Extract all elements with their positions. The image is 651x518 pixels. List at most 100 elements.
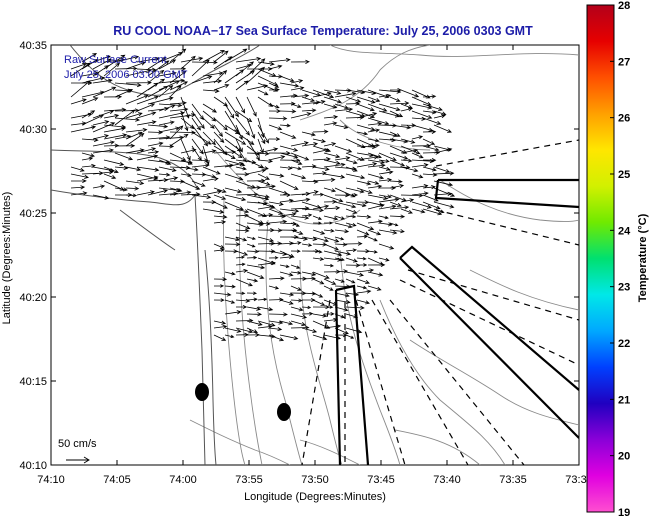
current-vector-arrow [147,150,160,155]
current-vector-arrow [367,117,390,126]
current-vector-arrow [367,96,381,102]
current-vector-arrow [279,152,299,159]
current-vector-arrow [312,221,322,225]
current-vector-arrow [378,177,393,183]
current-vector-arrow [345,152,365,161]
current-vector-arrow [224,187,243,194]
current-vector-arrow [400,198,415,203]
scale-arrow [66,456,90,464]
current-vector-arrow [302,297,316,303]
current-vector-arrow [345,257,358,263]
current-vector-arrow [70,80,91,98]
current-vector-arrow [400,145,421,155]
current-vector-arrow [312,215,323,220]
current-vector-arrow [257,124,269,144]
current-vector-arrow [301,311,314,316]
current-vector-arrow [235,117,250,136]
current-vector-arrow [356,110,375,119]
current-vector-arrow [433,166,451,173]
current-vector-arrow [246,312,263,317]
current-vector-arrow [169,85,182,98]
current-vector-arrow [367,121,383,126]
current-vector-arrow [257,89,269,96]
current-vector-arrow [81,53,97,63]
current-vector-arrow [246,66,265,84]
current-vector-arrow [136,166,160,172]
current-vector-arrow [312,250,323,254]
current-vector-arrow [367,180,380,185]
colorbar-tick-label: 25 [618,169,630,181]
current-vector-arrow [323,215,339,221]
current-vector-arrow [268,297,284,302]
current-vector-arrow [378,137,397,143]
inset-line-1: Raw Surface Current [64,54,167,66]
current-vector-arrow [356,124,376,131]
current-vector-arrow [389,131,401,137]
current-vector-arrow [422,117,442,125]
current-vector-arrow [169,100,187,106]
current-vector-arrow [257,194,270,199]
current-vector-arrow [268,82,280,88]
current-vector-arrow [345,241,363,246]
y-tick-label: 40:20 [19,292,47,304]
current-vector-arrow [378,215,389,220]
current-vector-arrow [411,191,429,196]
current-vector-arrow [312,91,332,98]
current-vector-arrow [235,131,255,145]
current-vector-arrow [114,66,138,71]
current-vector-arrow [246,255,258,260]
current-vector-arrow [268,241,283,246]
current-vector-arrow [268,201,284,206]
current-vector-arrow [158,159,172,165]
current-vector-arrow [246,168,267,175]
current-vector-arrow [169,190,192,196]
x-tick-label: 73:3 [565,474,586,486]
current-vector-arrow [290,215,310,220]
current-vector-arrow [389,96,401,102]
current-vector-arrow [334,222,353,229]
current-vector-arrow [411,184,429,189]
current-vector-arrow [323,187,337,193]
current-vector-arrow [224,334,235,339]
current-vector-arrow [257,205,275,210]
current-vector-arrow [70,178,87,183]
current-vector-arrow [301,108,317,113]
current-vector-arrow [367,159,386,165]
current-vector-arrow [345,271,365,277]
current-vector-arrow [312,320,331,329]
inset-line-2: July 25, 2006 03:00 GMT [64,69,188,81]
current-vector-arrow [147,69,165,84]
current-vector-arrow [257,147,279,154]
current-vector-arrow [235,262,246,267]
current-vector-arrow [367,203,385,210]
current-vector-arrow [235,80,249,91]
current-vector-arrow [147,57,167,70]
current-vector-arrow [158,85,174,98]
current-vector-arrow [180,148,197,154]
current-vector-arrow [257,131,266,145]
current-vector-arrow [114,89,134,98]
current-vector-arrow [345,214,357,219]
current-vector-arrow [103,180,125,191]
current-vector-arrow [246,320,263,326]
current-vector-arrow [92,86,117,98]
current-vector-arrow [81,114,104,126]
current-vector-arrow [356,289,372,294]
current-vector-arrow [400,158,413,163]
current-vector-arrow [158,104,176,112]
current-vector-arrow [158,126,181,133]
current-vector-arrow [389,101,410,106]
current-vector-arrow [312,192,325,197]
current-vector-arrow [125,94,149,105]
current-vector-arrow [279,109,297,114]
current-vector-arrow [268,276,285,281]
current-vectors [70,48,456,342]
current-vector-arrow [301,213,313,218]
current-vector-arrow [279,292,295,297]
x-tick-label: 73:45 [367,474,395,486]
x-axis-label: Longitude (Degrees:Minutes) [244,491,386,503]
current-vector-arrow [422,103,443,111]
current-vector-arrow [213,320,227,325]
current-vector-arrow [125,148,145,154]
